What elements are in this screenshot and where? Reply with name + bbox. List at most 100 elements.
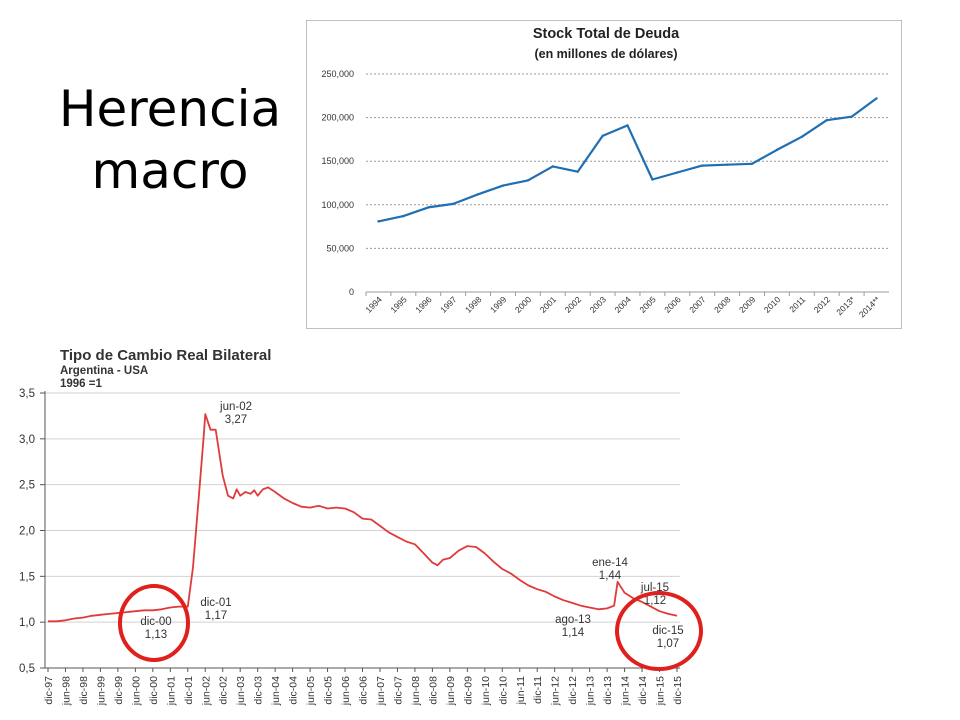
rer-highlight-circle-dic-00	[118, 584, 190, 662]
rer-x-tick-label: dic-13	[602, 676, 614, 705]
rer-x-tick-label: dic-98	[78, 676, 90, 705]
debt-data-point	[526, 179, 530, 182]
rer-annotation-ago-13-label: ago-13	[555, 614, 591, 626]
rer-x-tick-label: dic-03	[253, 676, 265, 705]
debt-data-point	[676, 171, 679, 174]
rer-x-tick-label: dic-12	[567, 676, 579, 705]
rer-x-tick-label: jun-13	[585, 676, 597, 706]
rer-annotation-ene-14-value: 1,44	[599, 570, 622, 582]
rer-x-tick-label: jun-02	[200, 676, 212, 706]
rer-x-tick-label: jun-15	[655, 676, 667, 706]
rer-x-tick-label: dic-01	[183, 676, 195, 705]
debt-data-point	[775, 148, 779, 152]
rer-x-tick-label: dic-07	[392, 676, 404, 705]
rer-annotation-dic-15-label: dic-15	[652, 625, 683, 637]
rer-annotation-dic-15-value: 1,07	[657, 638, 679, 650]
debt-data-point	[800, 135, 804, 138]
rer-annotation-dic-00-label: dic-00	[140, 616, 171, 628]
rer-annotation-jun-02-value: 3,27	[225, 414, 247, 426]
rer-x-tick-label: jun-98	[60, 676, 72, 706]
rer-x-tick-label: jun-10	[480, 676, 492, 706]
debt-data-point	[725, 163, 729, 166]
rer-chart-title: Tipo de Cambio Real Bilateral	[60, 347, 271, 364]
debt-data-point	[601, 134, 604, 138]
rer-x-tick-label: dic-15	[672, 676, 684, 705]
rer-x-tick-label: jun-08	[410, 676, 422, 706]
debt-data-point	[651, 178, 654, 181]
rer-annotation-ene-14-label: ene-14	[592, 557, 628, 569]
real-exchange-rate-chart: Tipo de Cambio Real Bilateral Argentina …	[19, 347, 703, 706]
debt-y-tick-label: 50,000	[326, 243, 354, 253]
rer-x-tick-label: dic-06	[358, 676, 370, 705]
debt-data-point	[402, 214, 405, 218]
slide-title-line2: macro	[91, 142, 249, 200]
rer-plot-area: 0,5 1,0 1,5 2,0 2,5 3,0 3,5 dic-97 jun-98 dic-98 j…	[19, 388, 703, 706]
rer-annotation-jul-15-label: jul-15	[640, 582, 669, 594]
debt-chart-frame	[306, 20, 902, 329]
rer-x-tick-label: dic-99	[113, 676, 125, 705]
rer-x-tick-label: jun-09	[445, 676, 457, 706]
rer-annotation-jun-02-label: jun-02	[219, 401, 252, 413]
debt-data-point	[501, 184, 505, 187]
rer-y-tick-label: 0,5	[19, 663, 35, 675]
rer-y-tick-label: 1,5	[19, 571, 35, 583]
rer-x-tick-label: jun-14	[620, 676, 632, 706]
rer-annotation-dic-01-value: 1,17	[205, 610, 227, 622]
debt-stock-chart: Stock Total de Deuda (en millones de dól…	[306, 20, 902, 329]
debt-y-tick-label: 100,000	[321, 200, 354, 210]
debt-data-point	[850, 115, 853, 118]
rer-x-tick-label: jun-06	[340, 676, 352, 706]
debt-data-point	[626, 124, 629, 127]
rer-x-tick-label: jun-04	[270, 676, 282, 706]
debt-data-point	[451, 202, 455, 206]
debt-data-point	[427, 206, 430, 209]
debt-data-point	[576, 170, 579, 173]
rer-x-tick-label: dic-97	[43, 676, 55, 705]
debt-data-point	[701, 164, 704, 167]
rer-y-tick-label: 3,0	[19, 434, 35, 446]
rer-x-tick-label: dic-02	[218, 676, 230, 705]
debt-data-point	[551, 165, 554, 168]
debt-data-point	[476, 193, 480, 196]
debt-y-tick-label: 250,000	[321, 69, 354, 79]
rer-x-tick-label: dic-10	[497, 676, 509, 705]
slide-title: Herencia macro	[40, 78, 300, 202]
rer-x-tick-label: jun-11	[515, 676, 527, 706]
rer-x-tick-label: dic-04	[288, 676, 300, 705]
debt-y-tick-label: 150,000	[321, 156, 354, 166]
debt-data-point	[825, 119, 828, 122]
debt-y-tick-label: 0	[349, 287, 354, 297]
rer-y-tick-label: 1,0	[19, 617, 35, 629]
rer-annotation-dic-00-value: 1,13	[145, 629, 167, 641]
rer-x-tick-label: dic-00	[148, 676, 160, 705]
slide-title-line1: Herencia	[58, 80, 282, 138]
rer-chart-subtitle-2: 1996 =1	[60, 378, 102, 390]
rer-x-tick-label: jun-12	[550, 676, 562, 706]
rer-annotation-ago-13-value: 1,14	[562, 627, 585, 639]
debt-chart-subtitle: (en millones de dólares)	[534, 47, 677, 61]
rer-y-tick-label: 2,0	[19, 526, 35, 538]
rer-x-tick-label: jun-03	[235, 676, 247, 706]
debt-data-point	[875, 97, 878, 100]
rer-y-tick-label: 2,5	[19, 480, 35, 492]
rer-x-tick-label: dic-09	[462, 676, 474, 705]
rer-x-tick-label: dic-08	[427, 676, 439, 705]
rer-highlight-circle-dic-15	[615, 591, 703, 671]
rer-x-tick-label: dic-14	[637, 676, 649, 705]
rer-x-tick-label: jun-99	[95, 676, 107, 706]
rer-annotation-jul-15-value: 1,12	[644, 595, 666, 607]
rer-x-tick-label: dic-05	[323, 676, 335, 705]
rer-x-tick-label: jun-01	[165, 676, 177, 706]
rer-annotation-dic-01-label: dic-01	[200, 597, 231, 609]
rer-x-tick-label: dic-11	[532, 676, 544, 704]
rer-x-tick-label: jun-00	[130, 676, 142, 706]
debt-y-tick-label: 200,000	[321, 113, 354, 123]
debt-data-point	[750, 162, 754, 166]
rer-x-tick-label: jun-05	[305, 676, 317, 706]
rer-y-tick-label: 3,5	[19, 388, 35, 400]
rer-chart-subtitle-1: Argentina - USA	[60, 365, 148, 377]
rer-series-line	[48, 413, 678, 623]
debt-data-point	[377, 220, 380, 223]
debt-chart-title: Stock Total de Deuda	[533, 26, 680, 42]
rer-x-tick-label: jun-07	[375, 676, 387, 706]
